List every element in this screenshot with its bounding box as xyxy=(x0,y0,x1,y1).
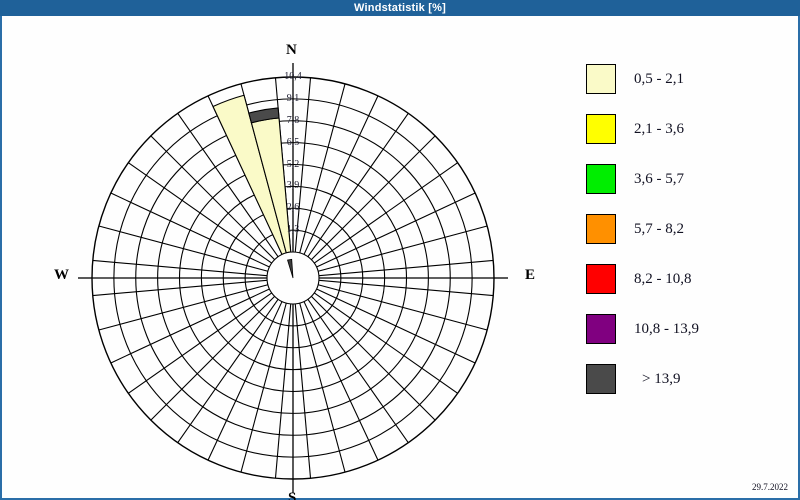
grid-spoke xyxy=(299,83,346,254)
windrose-svg xyxy=(78,63,508,493)
grid-spoke xyxy=(128,162,273,264)
grid-spoke xyxy=(128,292,273,394)
windrose-sector xyxy=(248,107,280,124)
grid-spoke xyxy=(294,77,312,253)
legend-label: > 13,9 xyxy=(642,370,681,387)
legend-swatch-orange xyxy=(586,214,616,244)
legend-swatch-pale-yellow xyxy=(586,64,616,94)
legend-row: 10,8 - 13,9 xyxy=(586,304,786,354)
grid-spoke xyxy=(313,292,458,394)
grid-spoke xyxy=(98,284,269,331)
legend-label: 0,5 - 2,1 xyxy=(634,70,684,87)
legend-swatch-red xyxy=(586,264,616,294)
legend-label: 8,2 - 10,8 xyxy=(634,270,692,287)
grid-spoke xyxy=(307,298,409,443)
radial-tick-label: 1,3 xyxy=(286,224,300,236)
legend-row: > 13,9 xyxy=(586,354,786,404)
legend-row: 8,2 - 10,8 xyxy=(586,254,786,304)
compass-label-east: E xyxy=(525,267,536,283)
grid-spoke xyxy=(316,288,476,364)
grid-spoke xyxy=(98,225,269,272)
legend-swatch-darkgray xyxy=(586,364,616,394)
grid-spoke xyxy=(92,279,268,297)
grid-spoke xyxy=(310,135,436,261)
windrose-cardinal-axes xyxy=(78,63,508,493)
grid-spoke xyxy=(294,303,312,479)
grid-spoke xyxy=(110,288,270,364)
grid-spoke xyxy=(303,301,379,461)
grid-spoke xyxy=(207,301,283,461)
radial-tick-label: 5,2 xyxy=(286,158,300,170)
grid-spoke xyxy=(318,279,494,297)
grid-spoke xyxy=(240,302,287,473)
grid-spoke xyxy=(110,192,270,268)
radial-tick-label: 10,4 xyxy=(284,71,302,82)
window-title: Windstatistik [%] xyxy=(354,2,446,14)
windrose-center-hub xyxy=(266,251,320,305)
windrose-center-sliver xyxy=(287,258,294,279)
legend-label: 3,6 - 5,7 xyxy=(634,170,684,187)
window-title-bar: Windstatistik [%] xyxy=(0,0,800,16)
grid-spoke xyxy=(177,298,279,443)
grid-spoke xyxy=(307,113,409,258)
radial-tick-label: 9,1 xyxy=(286,92,300,104)
legend-label: 2,1 - 3,6 xyxy=(634,120,684,137)
grid-spoke xyxy=(303,95,379,255)
grid-spoke xyxy=(318,259,494,277)
compass-label-south: S xyxy=(288,490,297,500)
grid-spoke xyxy=(317,225,488,272)
footer-date: 29.7.2022 xyxy=(752,482,788,492)
grid-spoke xyxy=(310,295,436,421)
legend-label: 5,7 - 8,2 xyxy=(634,220,684,237)
legend: 0,5 - 2,1 2,1 - 3,6 3,6 - 5,7 5,7 - 8,2 8,2 … xyxy=(586,54,786,404)
legend-row: 2,1 - 3,6 xyxy=(586,104,786,154)
windrose-plot xyxy=(2,32,562,500)
legend-row: 3,6 - 5,7 xyxy=(586,154,786,204)
compass-label-north: N xyxy=(286,42,297,58)
grid-spoke xyxy=(316,192,476,268)
radial-tick-label: 6,5 xyxy=(286,136,300,148)
grid-spoke xyxy=(150,295,276,421)
legend-swatch-purple xyxy=(586,314,616,344)
legend-row: 0,5 - 2,1 xyxy=(586,54,786,104)
legend-swatch-yellow xyxy=(586,114,616,144)
grid-spoke xyxy=(313,162,458,264)
legend-swatch-green xyxy=(586,164,616,194)
radial-tick-label: 2,6 xyxy=(286,202,300,214)
content-frame: 1,3 2,6 3,9 5,2 6,5 7,8 9,1 10,4 N E S W 0,5 - … xyxy=(0,16,800,500)
grid-spoke xyxy=(177,113,279,258)
radial-tick-label: 7,8 xyxy=(286,114,300,126)
grid-spoke xyxy=(317,284,488,331)
grid-spoke xyxy=(299,302,346,473)
legend-label: 10,8 - 13,9 xyxy=(634,320,699,337)
legend-row: 5,7 - 8,2 xyxy=(586,204,786,254)
grid-spoke xyxy=(150,135,276,261)
radial-tick-label: 3,9 xyxy=(286,180,300,192)
compass-label-west: W xyxy=(54,267,69,283)
grid-spoke xyxy=(92,259,268,277)
grid-spoke xyxy=(274,303,292,479)
